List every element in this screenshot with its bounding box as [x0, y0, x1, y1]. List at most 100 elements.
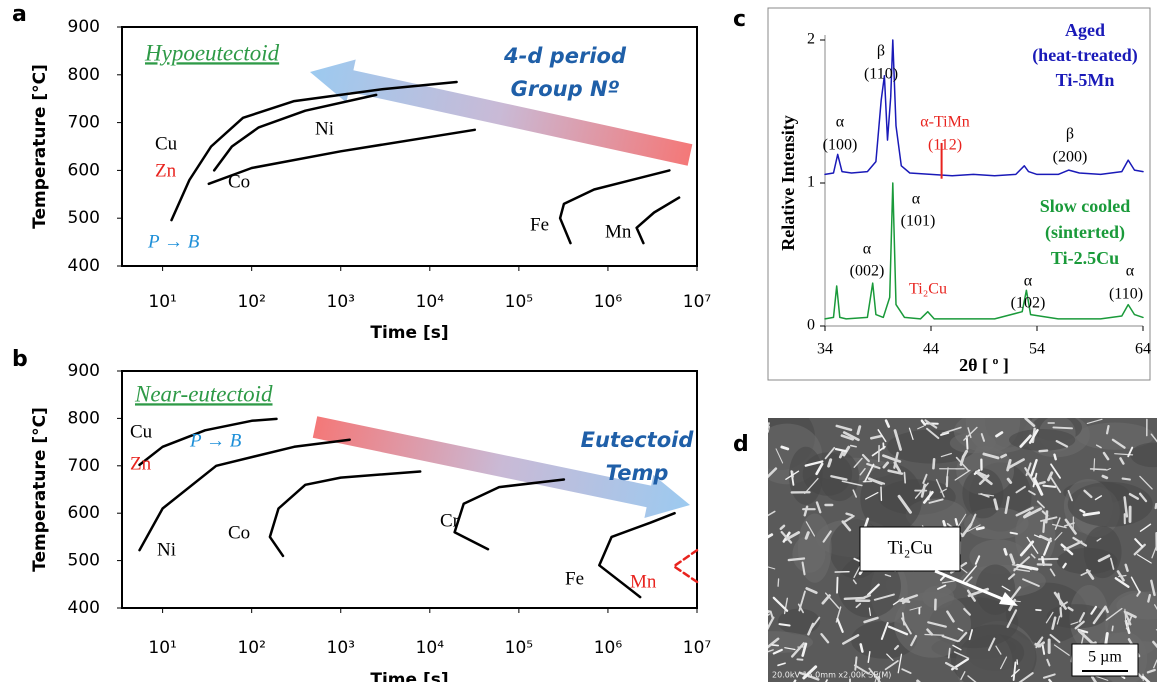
annotation: (sinterted) [1045, 222, 1125, 243]
lath [1086, 418, 1103, 425]
lath [1083, 489, 1093, 499]
lath [1000, 453, 1008, 459]
lath [768, 616, 775, 631]
lath [1096, 537, 1102, 542]
lath [830, 475, 848, 481]
x-axis-label: Time [s] [370, 323, 448, 343]
lath [1042, 673, 1056, 679]
lath [1063, 540, 1083, 551]
annotation: Group Nº [511, 77, 620, 101]
annotation: (110) [1109, 286, 1143, 303]
lath [1141, 675, 1151, 682]
lath [866, 583, 880, 596]
lath [1025, 462, 1032, 477]
annotation: (100) [823, 137, 858, 154]
micrograph: Ti₂Cu 5 µm 20.0kV 15.0mm x2.00k SE(M) [768, 418, 1157, 682]
lath [1001, 585, 1011, 592]
lath [974, 555, 981, 565]
lath [840, 434, 855, 441]
lath [1067, 489, 1073, 502]
lath [1038, 449, 1049, 453]
lath [882, 461, 890, 469]
trend-arrow [312, 416, 690, 518]
lath [877, 429, 887, 443]
lath [1032, 472, 1038, 488]
grain [1008, 429, 1076, 451]
lath [1078, 612, 1086, 623]
lath [775, 448, 784, 464]
lath [1106, 467, 1111, 471]
lath [784, 647, 796, 651]
lath [1052, 426, 1073, 430]
annotation: P → B [189, 430, 242, 451]
lath [855, 602, 862, 609]
y-tick-label: 700 [68, 113, 100, 133]
lath [1123, 496, 1129, 518]
x-tick-label: 10⁷ [683, 292, 712, 312]
annotation: Near-eutectoid [134, 381, 273, 406]
lath [975, 470, 993, 486]
lath [976, 470, 988, 478]
lath [842, 515, 855, 524]
lath [962, 565, 977, 582]
curve-label: Mn [630, 571, 657, 592]
annotation: (102) [1011, 295, 1046, 312]
lath [772, 596, 789, 612]
lath [1128, 492, 1140, 500]
y-tick-label: 900 [68, 17, 100, 37]
lath [982, 452, 1000, 460]
lath [944, 661, 958, 671]
micrograph-footer: 20.0kV 15.0mm x2.00k SE(M) [772, 671, 891, 680]
lath [870, 434, 883, 440]
curve [207, 128, 477, 186]
curve-label: Fe [530, 214, 549, 235]
lath [968, 513, 977, 529]
lath [785, 470, 800, 480]
x-axis-label: 2θ [ º ] [959, 355, 1009, 375]
plot-frame [121, 26, 698, 267]
lath [1042, 484, 1057, 488]
lath [1105, 425, 1110, 435]
grain [1067, 481, 1153, 527]
lath [801, 561, 806, 576]
lath [868, 607, 872, 617]
lath [1151, 545, 1157, 559]
lath [978, 474, 990, 485]
lath [1022, 578, 1040, 587]
x-tick-label: 10⁷ [683, 638, 712, 658]
label-box [859, 526, 961, 572]
lath [1006, 609, 1018, 629]
lath [884, 419, 891, 428]
lath [924, 419, 938, 429]
lath [801, 642, 808, 657]
lath [1038, 481, 1046, 485]
lath [893, 429, 902, 451]
lath [892, 597, 904, 606]
lath [1024, 418, 1036, 428]
lath [1052, 523, 1067, 529]
lath [1013, 556, 1031, 572]
curve-label: Cu [130, 421, 153, 442]
lath [821, 594, 831, 605]
lath [1124, 563, 1129, 573]
plot-frame [121, 370, 698, 609]
annotation: Zn [130, 453, 152, 474]
x-tick-label: 64 [1135, 341, 1151, 358]
lath [954, 517, 959, 526]
lath [1094, 495, 1103, 501]
lath [893, 451, 899, 469]
x-tick-label: 54 [1029, 341, 1045, 358]
trend-arrow [310, 59, 693, 166]
panel-frame [767, 7, 1151, 381]
lath [861, 453, 870, 463]
x-tick-label: 10¹ [148, 292, 176, 312]
lath [1047, 471, 1054, 482]
lath [805, 587, 818, 595]
lath [1136, 554, 1152, 564]
y-tick-label: 900 [68, 361, 100, 381]
lath [1011, 564, 1019, 567]
lath [1067, 606, 1074, 612]
annotation: β [1066, 126, 1074, 143]
y-tick-label: 800 [68, 408, 100, 428]
